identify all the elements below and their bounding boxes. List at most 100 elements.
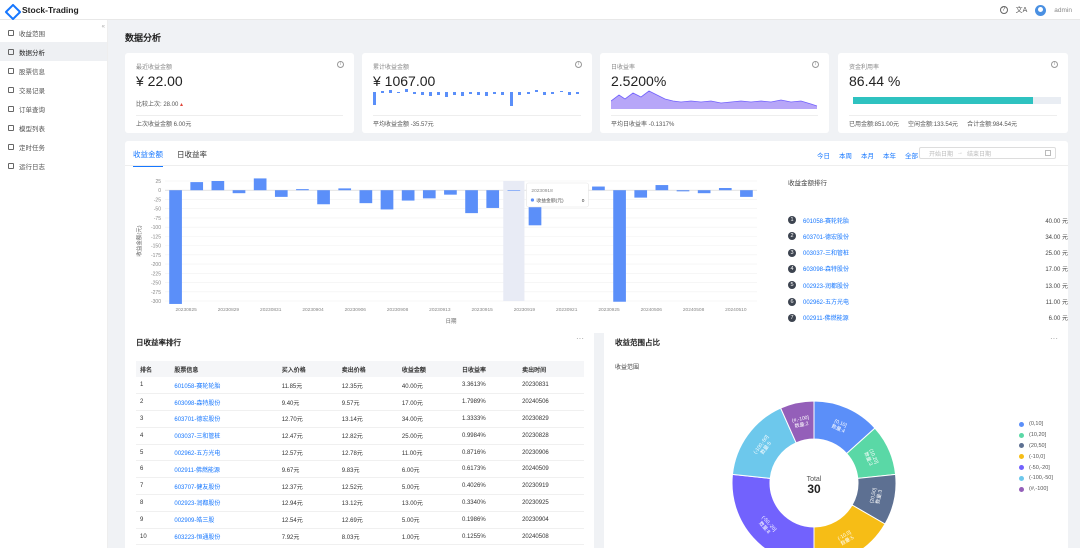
- stock-link[interactable]: 002962-五方光电: [170, 444, 278, 462]
- rank-row[interactable]: 3 003037-三和管桩 25.00 元: [788, 246, 1068, 260]
- donut-slice[interactable]: [731, 473, 815, 548]
- legend-item[interactable]: (#,-100]: [1019, 484, 1053, 495]
- sidebar-item-0[interactable]: 收益范围: [0, 23, 107, 42]
- rank-stock-link[interactable]: 603701-德宏股份: [803, 234, 850, 241]
- legend-item[interactable]: (-50,-20]: [1019, 462, 1053, 473]
- range-month[interactable]: 本月: [861, 153, 874, 160]
- sidebar-item-6[interactable]: 定时任务: [0, 137, 107, 156]
- avatar[interactable]: [1035, 4, 1047, 16]
- table-cell: 20230906: [518, 444, 584, 462]
- bar[interactable]: [401, 190, 415, 201]
- sidebar-item-3[interactable]: 交易记录: [0, 80, 107, 99]
- sidebar-item-1[interactable]: 数据分析: [0, 42, 107, 61]
- rank-row[interactable]: 1 601058-赛轮轮胎 40.00 元: [788, 213, 1068, 227]
- bar[interactable]: [338, 188, 352, 191]
- rank-stock-link[interactable]: 002962-五方光电: [803, 300, 850, 306]
- rank-row[interactable]: 6 002962-五方光电 11.00 元: [788, 295, 1068, 309]
- more-icon[interactable]: ···: [1050, 334, 1058, 343]
- range-week[interactable]: 本周: [839, 153, 852, 160]
- stock-link[interactable]: 603098-森特股份: [170, 393, 278, 412]
- sidebar-item-5[interactable]: 模型列表: [0, 118, 107, 137]
- rank-stock-link[interactable]: 002923-润都股份: [803, 283, 850, 290]
- profit-range-donut[interactable]: (0,10]数量:4(10,20]数量:3(20,50]数量:3(-10,0]数…: [729, 368, 899, 548]
- stock-link[interactable]: 002909-皓三股: [170, 511, 278, 529]
- stock-link[interactable]: 603707-健友股份: [170, 477, 278, 496]
- date-range-picker[interactable]: 开始日期 → 结束日期: [919, 147, 1056, 159]
- kpi-foot: 上次收益金额 6.00元: [136, 122, 192, 128]
- collapse-icon[interactable]: «: [101, 24, 105, 30]
- date-end-input[interactable]: 结束日期: [967, 151, 992, 158]
- bar[interactable]: [697, 190, 711, 194]
- rank-stock-link[interactable]: 003037-三和管桩: [803, 251, 850, 258]
- bar[interactable]: [465, 190, 478, 214]
- table-row: 9 002909-皓三股 12.54元 12.69元 5.00元 0.1986% 20230…: [136, 511, 584, 529]
- mini-bar-chart: [373, 89, 579, 106]
- bar[interactable]: [444, 190, 457, 195]
- rank-row[interactable]: 7 002911-佛燃能源 6.00 元: [788, 311, 1068, 325]
- info-icon[interactable]: i: [1051, 61, 1058, 68]
- sidebar-item-7[interactable]: 运行日志: [0, 156, 107, 175]
- bar[interactable]: [655, 185, 669, 191]
- legend-item[interactable]: (0,10]: [1019, 419, 1053, 430]
- tab-profit-amount[interactable]: 收益金额: [133, 149, 163, 167]
- date-start-input[interactable]: 开始日期: [929, 151, 954, 158]
- rank-stock-link[interactable]: 601058-赛轮轮胎: [803, 218, 850, 225]
- stock-link[interactable]: 601058-赛轮轮胎: [170, 377, 278, 395]
- y-tick-label: 0: [158, 188, 161, 194]
- legend-item[interactable]: (-10,0]: [1019, 451, 1053, 462]
- donut-slice[interactable]: [813, 504, 886, 548]
- divider: [611, 115, 818, 116]
- bar[interactable]: [634, 190, 648, 198]
- rank-stock-link[interactable]: 002911-佛燃能源: [803, 316, 849, 323]
- range-all[interactable]: 全部: [905, 153, 918, 160]
- bar[interactable]: [296, 189, 309, 191]
- range-year[interactable]: 本年: [883, 153, 896, 160]
- username[interactable]: admin: [1054, 6, 1072, 14]
- tab-daily-rate[interactable]: 日收益率: [177, 150, 207, 159]
- rank-row[interactable]: 4 603098-森特股份 17.00 元: [788, 262, 1068, 276]
- bar[interactable]: [211, 181, 225, 191]
- bar[interactable]: [190, 182, 204, 191]
- info-icon[interactable]: i: [812, 61, 819, 68]
- translate-icon[interactable]: 文A: [1015, 7, 1028, 14]
- calendar-icon[interactable]: [1045, 150, 1051, 156]
- rank-stock-link[interactable]: 603098-森特股份: [803, 267, 850, 274]
- bar[interactable]: [486, 190, 500, 208]
- info-icon[interactable]: i: [337, 61, 344, 68]
- bar[interactable]: [380, 190, 394, 210]
- bar[interactable]: [507, 190, 521, 191]
- legend-item[interactable]: (-100,-50]: [1019, 473, 1053, 484]
- bar[interactable]: [613, 190, 626, 302]
- bar[interactable]: [274, 190, 288, 197]
- sidebar-item-2[interactable]: 股票信息: [0, 61, 107, 80]
- legend-item[interactable]: (20,50]: [1019, 441, 1053, 452]
- info-icon[interactable]: i: [575, 61, 582, 68]
- bar[interactable]: [676, 190, 690, 192]
- bar[interactable]: [422, 190, 436, 199]
- rank-row[interactable]: 2 603701-德宏股份 34.00 元: [788, 229, 1068, 243]
- bar[interactable]: [592, 186, 605, 191]
- stock-link[interactable]: 002911-佛燃能源: [170, 460, 278, 479]
- bar[interactable]: [169, 190, 182, 304]
- donut-slice[interactable]: [779, 400, 815, 444]
- table-cell: 3.3613%: [457, 377, 519, 395]
- bar[interactable]: [718, 188, 732, 191]
- stock-link[interactable]: 003037-三和管桩: [170, 427, 278, 445]
- bar[interactable]: [317, 190, 330, 205]
- rank-row[interactable]: 5 002923-润都股份 13.00 元: [788, 278, 1068, 292]
- bar[interactable]: [232, 190, 246, 194]
- sidebar-item-4[interactable]: 订单查询: [0, 99, 107, 118]
- bar[interactable]: [253, 178, 267, 191]
- range-today[interactable]: 今日: [817, 153, 830, 160]
- bar[interactable]: [359, 190, 373, 204]
- logo[interactable]: Stock-Trading: [0, 4, 108, 16]
- legend-item[interactable]: (10,20]: [1019, 430, 1053, 441]
- table-cell: 1.7989%: [457, 393, 519, 412]
- stock-link[interactable]: 603223-恒通股份: [170, 528, 278, 546]
- profit-bar-chart[interactable]: 25 0 -25 -50 -75 -100 -125 -150 -175 -200 -225 -250…: [125, 169, 765, 329]
- stock-link[interactable]: 002923-润都股份: [170, 494, 278, 512]
- bar[interactable]: [740, 190, 753, 197]
- more-icon[interactable]: ···: [576, 334, 584, 343]
- stock-link[interactable]: 603701-德宏股份: [170, 410, 278, 428]
- help-circle-icon[interactable]: ?: [999, 6, 1008, 14]
